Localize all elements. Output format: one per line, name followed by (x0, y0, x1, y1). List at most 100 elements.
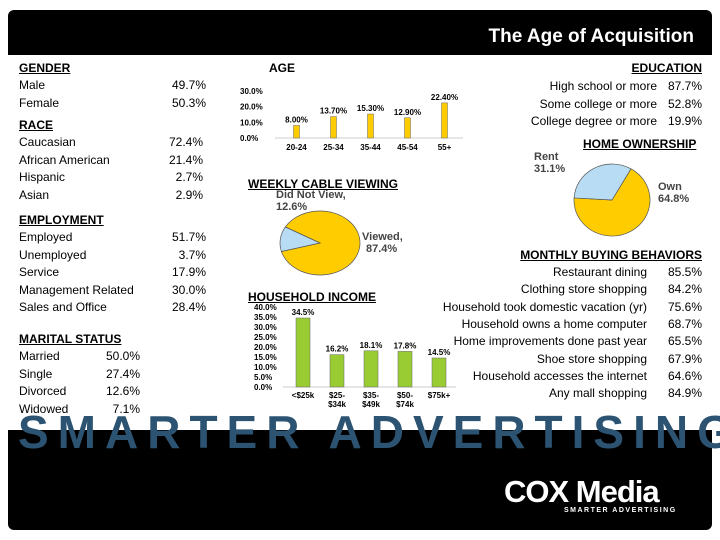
slide-title: The Age of Acquisition (488, 26, 694, 47)
buying-label: Clothing store shopping (520, 282, 647, 297)
y-tick-label: 0.0% (254, 383, 272, 392)
home-ownership-title: HOME OWNERSHIP (583, 137, 697, 151)
employment-label: Unemployed (19, 247, 87, 262)
cox-media-logo: COX Media SMARTER ADVERTISING (504, 474, 675, 514)
employment-value: 3.7% (178, 247, 206, 262)
bar-value-label: 15.30% (357, 104, 384, 113)
marital-value: 50.0% (105, 349, 140, 363)
x-tick-label: 35-44 (360, 143, 381, 152)
employment-label: Sales and Office (19, 300, 107, 314)
pie-slice-label: Viewed, (362, 231, 403, 243)
y-tick-label: 0.0% (240, 134, 258, 143)
education-header: EDUCATION (631, 61, 702, 75)
race-value: 2.9% (175, 187, 203, 202)
bar-value-label: 8.00% (285, 115, 308, 124)
x-tick-label: $74k (396, 400, 414, 409)
x-tick-label: <$25k (292, 391, 315, 400)
education-label: High school or more (549, 79, 657, 93)
race-header: RACE (19, 118, 54, 132)
bar-value-label: 34.5% (292, 308, 315, 317)
gender-value: 50.3% (171, 95, 206, 110)
pie-slice-label: Rent (534, 151, 559, 163)
race-label: Caucasian (19, 135, 76, 149)
y-tick-label: 30.0% (240, 87, 263, 96)
bar-value-label: 17.8% (394, 341, 417, 350)
pie-slice-value: 64.8% (658, 193, 689, 205)
x-tick-label: $25- (329, 391, 345, 400)
marital-label: Widowed (19, 401, 69, 416)
race-value: 21.4% (168, 152, 203, 167)
bar-value-label: 16.2% (326, 345, 349, 354)
bar-value-label: 18.1% (360, 341, 383, 350)
y-tick-label: 20.0% (254, 343, 277, 352)
bar (293, 125, 300, 139)
gender-label: Male (19, 78, 46, 92)
x-tick-label: 25-34 (323, 143, 344, 152)
race-value: 2.7% (175, 170, 203, 184)
household-income-title: HOUSEHOLD INCOME (248, 290, 377, 304)
buying-value: 85.5% (667, 265, 702, 279)
employment-value: 28.4% (171, 300, 206, 314)
x-tick-label: 55+ (438, 143, 452, 152)
pie-slice (573, 163, 632, 201)
bar (363, 350, 379, 388)
gender-header: GENDER (19, 61, 71, 75)
x-tick-label: $49k (362, 400, 380, 409)
buying-label: Household owns a home computer (461, 316, 647, 331)
x-tick-label: $34k (328, 400, 346, 409)
employment-label: Employed (19, 230, 73, 244)
pie-slice-label: Did Not View, (276, 189, 346, 201)
y-tick-label: 15.0% (254, 353, 277, 362)
race-label: Asian (19, 187, 50, 202)
y-tick-label: 30.0% (254, 323, 277, 332)
pie-slice (279, 226, 322, 252)
pie-slice-label: Own (658, 181, 682, 193)
bar (295, 317, 311, 388)
x-tick-label: $35- (363, 391, 379, 400)
marital-label: Married (19, 349, 60, 363)
race-label: Hispanic (19, 170, 66, 184)
buying-label: Shoe store shopping (536, 351, 647, 366)
bar (404, 117, 411, 139)
bar (441, 102, 448, 139)
marital-value: 7.1% (112, 401, 140, 416)
employment-value: 17.9% (171, 265, 206, 279)
age-chart-title: AGE (269, 61, 296, 75)
bar (329, 354, 345, 388)
buying-value: 75.6% (667, 299, 702, 314)
y-tick-label: 10.0% (254, 363, 277, 372)
buying-label: Household took domestic vacation (yr) (442, 299, 647, 314)
bar-value-label: 22.40% (431, 93, 458, 102)
bar-value-label: 14.5% (428, 348, 451, 357)
marital-label: Single (19, 366, 53, 381)
x-tick-label: 45-54 (397, 143, 418, 152)
bar-value-label: 12.90% (394, 108, 421, 117)
y-tick-label: 20.0% (240, 103, 263, 112)
employment-label: Management Related (19, 282, 134, 297)
y-tick-label: 40.0% (254, 304, 277, 312)
bar (431, 357, 447, 388)
smarter-advertising-watermark: SMARTER ADVERTISING (18, 406, 720, 458)
marital-value: 12.6% (105, 384, 140, 398)
y-tick-label: 5.0% (254, 373, 272, 382)
x-tick-label: $75k+ (428, 391, 451, 400)
education-label: College degree or more (530, 114, 657, 128)
buying-value: 65.5% (667, 334, 702, 349)
race-label: African American (19, 152, 110, 167)
logo-tagline: SMARTER ADVERTISING (564, 507, 677, 514)
pie-slice (573, 168, 651, 237)
bar (330, 116, 337, 139)
education-value: 87.7% (667, 79, 702, 93)
pie-slice-value: 12.6% (276, 201, 307, 213)
bar-value-label: 13.70% (320, 107, 347, 116)
buying-label: Household accesses the internet (472, 368, 647, 383)
pie-slice-value: 31.1% (534, 163, 565, 175)
bar (367, 113, 374, 139)
y-tick-label: 10.0% (240, 118, 263, 127)
gender-label: Female (19, 95, 60, 110)
buying-header: MONTHLY BUYING BEHAVIORS (520, 248, 702, 262)
buying-value: 84.9% (667, 386, 702, 401)
education-value: 19.9% (667, 114, 702, 128)
logo-wordmark: COX Media (504, 474, 660, 509)
